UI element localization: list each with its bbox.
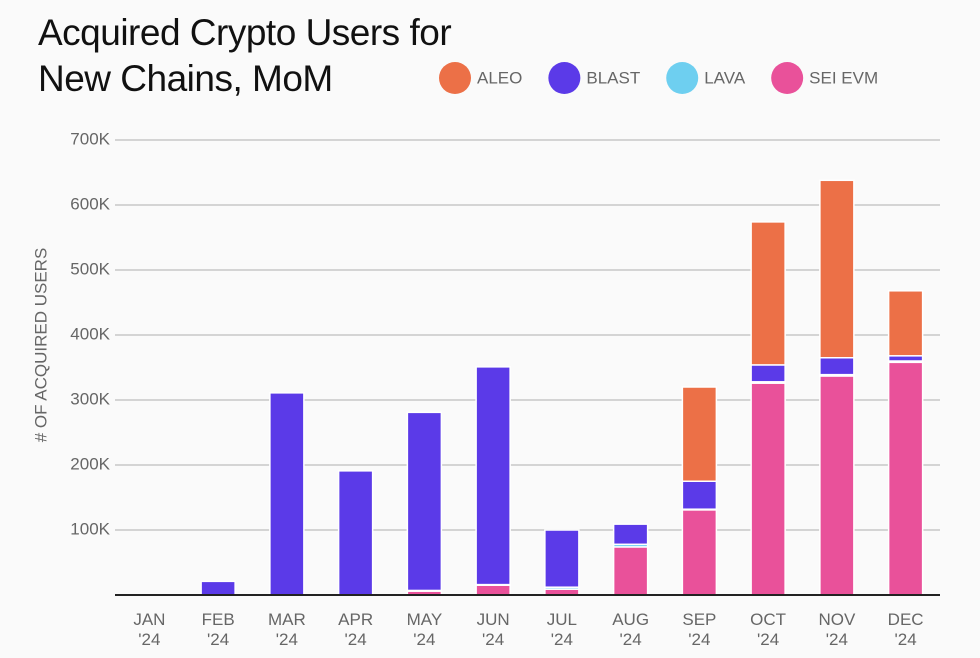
bar-segment <box>475 366 511 586</box>
y-tick-label: 300K <box>70 389 110 408</box>
y-tick-label: 400K <box>70 324 110 343</box>
legend-swatch <box>666 62 699 94</box>
x-tick-label: JUN '24 <box>477 610 510 649</box>
bar-segment <box>200 580 236 596</box>
bar-segment <box>750 382 786 596</box>
bar-segment <box>269 392 305 596</box>
x-tick-label: AUG '24 <box>612 610 649 649</box>
y-tick-label: 100K <box>70 519 110 538</box>
x-tick-label: APR '24 <box>338 610 373 649</box>
bar-segment <box>544 529 580 588</box>
legend-swatch <box>548 62 581 94</box>
bar-segment <box>887 355 924 362</box>
bar-segment <box>612 546 649 596</box>
bar-segment <box>887 290 924 357</box>
y-tick-label: 500K <box>70 259 110 278</box>
x-tick-label: JUL '24 <box>547 610 577 649</box>
chart-title: Acquired Crypto Users for New Chains, Mo… <box>38 12 452 99</box>
legend-label: LAVA <box>704 68 746 87</box>
legend-swatch <box>771 62 804 94</box>
x-tick-label: MAY '24 <box>407 610 443 649</box>
bar-segment <box>819 357 855 376</box>
bar-segment <box>887 361 924 596</box>
legend-label: BLAST <box>586 68 640 87</box>
bar-segment <box>819 179 855 359</box>
y-tick-label: 600K <box>70 194 110 213</box>
x-tick-label: FEB '24 <box>202 610 235 649</box>
legend-swatch <box>439 62 471 94</box>
bar-segment <box>337 470 374 596</box>
x-tick-label: MAR '24 <box>268 610 306 649</box>
bar-segment <box>681 480 718 510</box>
x-tick-label: JAN '24 <box>133 610 165 649</box>
legend-label: SEI EVM <box>809 68 878 87</box>
bar-segment <box>819 375 855 596</box>
bar-segment <box>750 221 786 366</box>
bar-segment <box>681 509 718 596</box>
bar-segment <box>475 584 511 596</box>
y-axis-label: # OF ACQUIRED USERS <box>31 248 50 443</box>
bar-segment <box>681 386 718 482</box>
bar-segment <box>750 364 786 383</box>
x-tick-label: SEP '24 <box>682 610 716 649</box>
bar-segment <box>612 523 649 546</box>
x-tick-label: OCT '24 <box>750 610 786 649</box>
bar-segment <box>406 411 443 592</box>
legend-label: ALEO <box>477 68 522 87</box>
y-tick-label: 200K <box>70 454 110 473</box>
x-tick-label: DEC '24 <box>888 610 924 649</box>
y-tick-label: 700K <box>70 129 110 148</box>
x-tick-label: NOV '24 <box>818 610 856 649</box>
